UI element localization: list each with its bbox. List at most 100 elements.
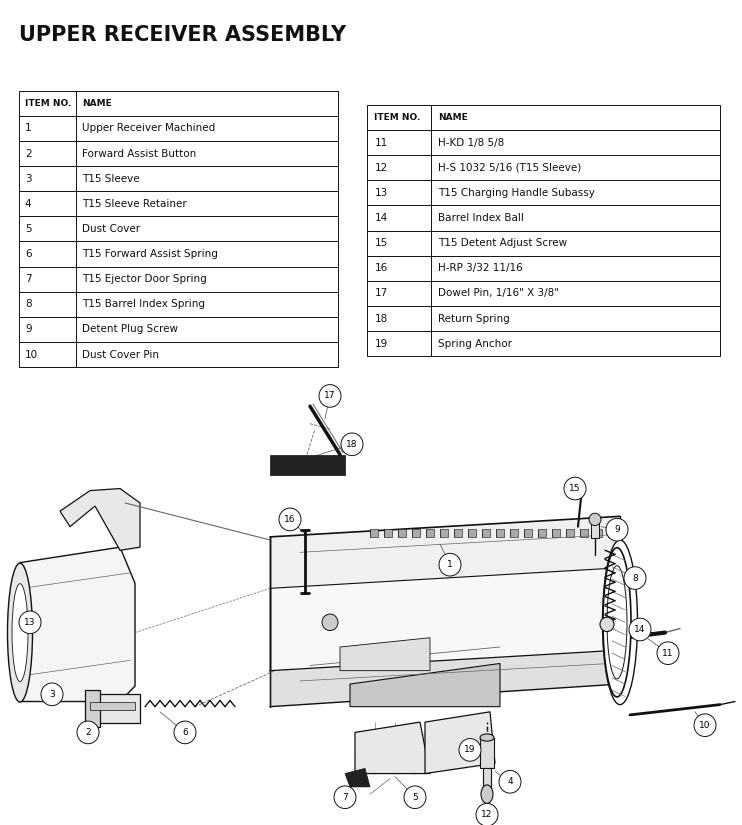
Circle shape [589,513,601,526]
Text: 8: 8 [25,299,32,309]
Text: 14: 14 [375,213,387,223]
Bar [468,529,476,537]
Bar [483,768,491,791]
Text: 16: 16 [284,515,296,524]
Text: H-KD 1/8 5/8: H-KD 1/8 5/8 [438,138,504,148]
Text: 1: 1 [25,124,32,134]
Text: H-S 1032 5/16 (T15 Sleeve): H-S 1032 5/16 (T15 Sleeve) [438,163,581,172]
Text: Dust Cover: Dust Cover [82,224,140,234]
Text: 18: 18 [375,314,387,323]
Circle shape [41,683,63,705]
Ellipse shape [12,584,28,681]
Bar [440,529,448,537]
Text: NAME: NAME [438,113,467,122]
Bar [538,529,546,537]
Text: 13: 13 [375,188,387,198]
Bar [496,529,504,537]
Polygon shape [270,568,620,671]
Ellipse shape [480,734,494,741]
Bar [480,738,494,768]
Polygon shape [270,568,620,707]
Text: Dust Cover Pin: Dust Cover Pin [82,350,160,360]
Circle shape [629,618,651,641]
Ellipse shape [7,563,33,702]
Text: Dowel Pin, 1/16" X 3/8": Dowel Pin, 1/16" X 3/8" [438,289,559,299]
Bar [510,529,518,537]
Bar [90,695,140,724]
Bar [90,701,135,710]
Text: ITEM NO.: ITEM NO. [375,113,421,122]
Polygon shape [345,768,370,787]
Text: T15 Detent Adjust Screw: T15 Detent Adjust Screw [438,238,567,248]
Bar [398,529,406,537]
Bar [552,529,560,537]
Text: 2: 2 [85,728,91,737]
Bar [412,529,420,537]
Bar [426,529,434,537]
Text: 3: 3 [25,174,32,184]
Text: 7: 7 [25,274,32,284]
Bar [594,529,602,537]
Text: 3: 3 [49,690,55,699]
Text: 16: 16 [375,263,387,273]
Bar [580,529,588,537]
Text: Upper Receiver Machined: Upper Receiver Machined [82,124,216,134]
Bar [454,529,462,537]
Ellipse shape [607,566,627,679]
Polygon shape [355,722,430,774]
Text: 8: 8 [632,573,638,582]
Polygon shape [425,712,495,774]
Circle shape [334,786,356,808]
Circle shape [279,508,301,530]
Text: T15 Charging Handle Subassy: T15 Charging Handle Subassy [438,188,594,198]
Bar [575,485,583,491]
Bar [524,529,532,537]
Text: 9: 9 [614,526,620,535]
Text: 12: 12 [375,163,387,172]
Polygon shape [350,663,500,707]
Circle shape [600,617,614,632]
Text: ITEM NO.: ITEM NO. [25,99,71,108]
Circle shape [606,518,628,541]
Bar [482,529,490,537]
Text: Barrel Index Ball: Barrel Index Ball [438,213,524,223]
Text: T15 Sleeve Retainer: T15 Sleeve Retainer [82,199,187,209]
Ellipse shape [481,785,493,804]
Circle shape [564,477,586,500]
Text: Detent Plug Screw: Detent Plug Screw [82,324,178,334]
Text: 15: 15 [569,484,581,493]
Text: 19: 19 [375,339,387,349]
Bar [85,691,100,728]
Text: 6: 6 [182,728,188,737]
Text: Forward Assist Button: Forward Assist Button [82,148,197,158]
Polygon shape [20,547,135,701]
Text: 14: 14 [634,625,646,634]
Text: 13: 13 [24,618,36,627]
Text: 9: 9 [25,324,32,334]
Text: 11: 11 [375,138,387,148]
Circle shape [174,721,196,743]
Polygon shape [340,638,430,671]
Text: 17: 17 [324,391,335,400]
Circle shape [77,721,99,743]
Circle shape [499,771,521,793]
Circle shape [657,642,679,664]
Text: T15 Ejector Door Spring: T15 Ejector Door Spring [82,274,207,284]
Text: 1: 1 [447,560,453,569]
Ellipse shape [603,540,637,705]
Text: Spring Anchor: Spring Anchor [438,339,512,349]
Bar [608,529,616,537]
Text: 6: 6 [25,249,32,259]
Circle shape [459,738,481,761]
Text: T15 Barrel Index Spring: T15 Barrel Index Spring [82,299,206,309]
Circle shape [341,433,363,455]
Text: H-RP 3/32 11/16: H-RP 3/32 11/16 [438,263,522,273]
Bar [384,529,392,537]
Ellipse shape [603,548,631,697]
Text: 2: 2 [25,148,32,158]
Text: 11: 11 [663,648,674,658]
Circle shape [319,384,341,408]
Text: UPPER RECEIVER ASSEMBLY: UPPER RECEIVER ASSEMBLY [19,26,346,45]
Circle shape [439,554,461,576]
Text: 17: 17 [375,289,387,299]
